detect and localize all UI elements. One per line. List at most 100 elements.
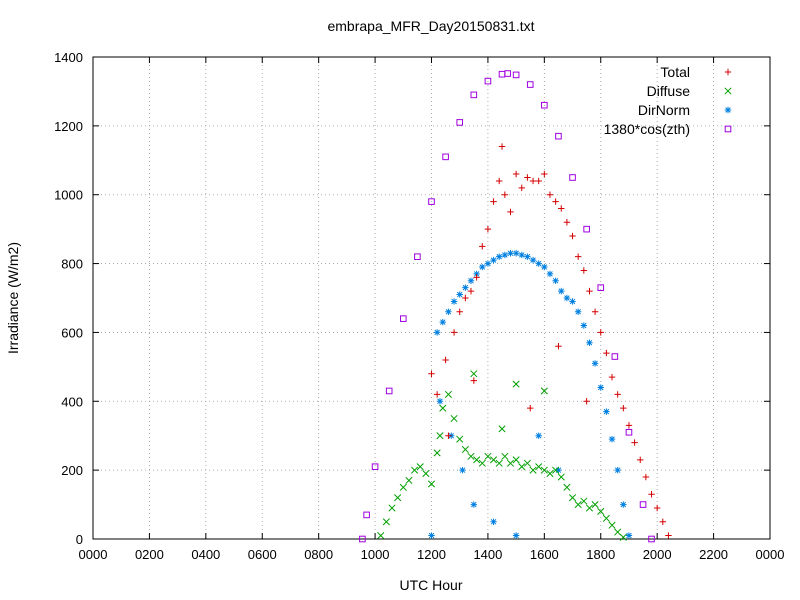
diffuse-point [495,459,503,467]
y-tick-label: 600 [61,325,83,340]
diffuse-point [608,521,616,529]
dirnorm-point [535,260,542,267]
total-point [642,473,650,481]
1380-cos-zth-point [512,71,520,79]
diffuse-point [484,452,492,460]
diffuse-point [574,501,582,509]
x-tick-label: 0400 [191,547,220,562]
diffuse-point [433,449,441,457]
dirnorm-point [490,518,497,525]
total-point [569,232,576,240]
legend-label-1380-cos-zth: 1380*cos(zth) [604,121,690,137]
diffuse-point [512,380,520,388]
diffuse-point [470,370,478,378]
dirnorm-point [484,260,492,267]
total-point [648,491,655,498]
x-tick-label: 1600 [530,547,559,562]
dirnorm-point [433,329,441,336]
total-point [490,198,497,205]
series-group [359,70,672,543]
total-point [535,177,542,185]
1380-cos-zth-point [648,535,655,543]
1380-cos-zth-point [363,511,370,519]
x-tick-label: 0000 [756,547,785,562]
series-total [428,143,672,539]
total-point [625,422,633,429]
total-point [659,518,667,525]
total-point [563,219,571,226]
1380-cos-zth-point [371,463,379,470]
dirnorm-point [479,263,486,271]
1380-cos-zth-point [597,284,605,291]
x-tick-label: 2000 [643,547,672,562]
axis-ticks: 0000 0200 0400 0600 0800 1000 1200 1400 1600 1800… [54,50,784,562]
diffuse-point [377,532,385,540]
1380-cos-zth-point [470,91,478,99]
dirnorm-point [603,408,610,415]
total-point [442,356,449,364]
dirnorm-point [507,250,514,257]
x-tick-label: 1200 [417,547,446,562]
x-tick-label: 2200 [699,547,728,562]
legend-marker-dirnorm [724,106,732,114]
y-tick-label: 400 [61,394,83,409]
dirnorm-point [470,501,478,508]
dirnorm-point [518,251,525,259]
diffuse-point [518,463,526,471]
1380-cos-zth-point [526,81,534,88]
x-tick-label: 0200 [135,547,164,562]
x-tick-label: 0600 [248,547,277,562]
legend-marker-diffuse [724,87,732,95]
dirnorm-point [428,532,435,539]
legend-marker-total [724,68,732,76]
1380-cos-zth-point [484,77,492,85]
diffuse-point [602,514,610,522]
dirnorm-point [541,263,548,271]
dirnorm-point [555,466,562,474]
total-point [608,373,616,381]
1380-cos-zth-point [385,387,393,395]
1380-cos-zth-point [583,225,590,233]
diffuse-point [467,452,475,460]
dirnorm-point [591,360,599,367]
diffuse-point [552,466,560,474]
total-point [450,329,458,336]
total-point [631,439,638,446]
diffuse-point [399,483,407,491]
total-point [473,274,480,281]
y-tick-label: 1200 [54,119,83,134]
diffuse-point [394,494,402,502]
x-axis-label: UTC Hour [399,577,462,593]
x-tick-label: 1800 [586,547,615,562]
diffuse-point [416,463,424,471]
dirnorm-point [563,294,571,302]
dirnorm-point [462,284,469,291]
1380-cos-zth-point [442,153,449,161]
1380-cos-zth-point [504,70,511,77]
dirnorm-point [558,287,565,295]
total-point [462,294,469,302]
1380-cos-zth-point [456,119,464,126]
dirnorm-point [445,308,452,315]
total-point [555,343,562,350]
1380-cos-zth-point [555,132,562,140]
diffuse-point [506,459,515,467]
total-point [620,404,627,412]
series-1380-cos-zth [359,70,655,543]
1380-cos-zth-point [428,198,435,205]
y-axis-label: Irradiance (W/m2) [5,242,21,354]
y-tick-label: 0 [76,532,83,547]
dirnorm-point [496,253,503,260]
diffuse-point [619,533,627,541]
total-point [501,191,509,198]
total-point [583,398,590,405]
x-tick-label: 1000 [361,547,390,562]
dirnorm-point [512,250,520,257]
total-point [558,205,565,212]
total-point [524,174,531,181]
diffuse-point [540,387,548,395]
total-point [484,225,492,233]
dirnorm-point [569,298,576,305]
total-point [456,308,463,315]
diffuse-point [580,497,588,505]
